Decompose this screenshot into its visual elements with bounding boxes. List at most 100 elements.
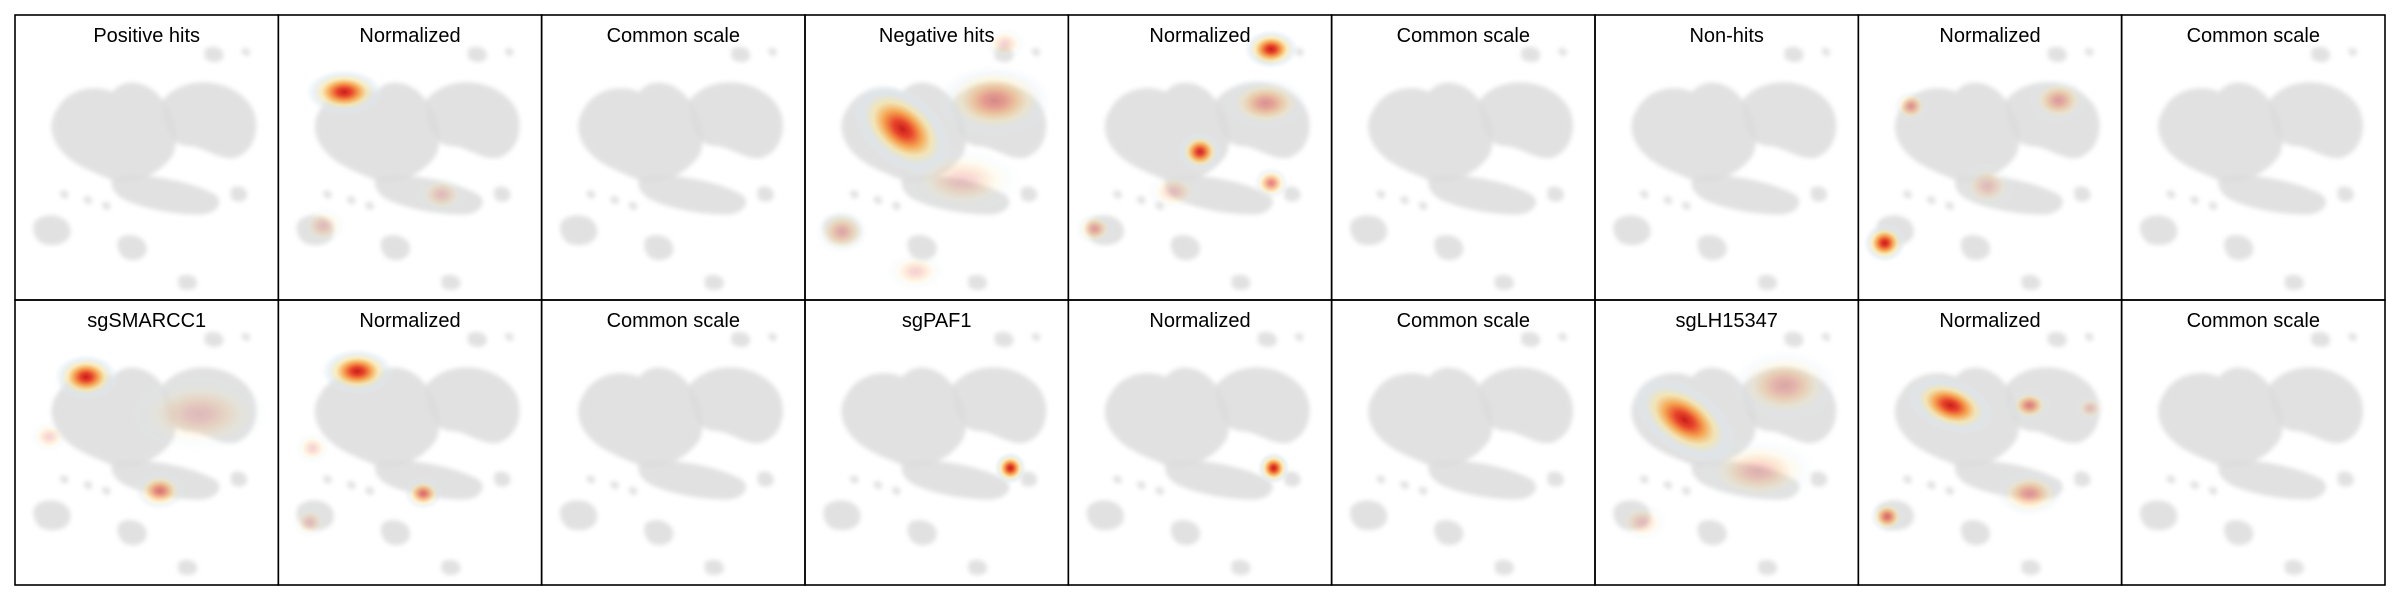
panel-title: Normalized: [1939, 25, 2040, 47]
embedding-cluster: [365, 202, 374, 210]
embedding-cluster: [1681, 202, 1691, 210]
embedding-cluster: [2074, 471, 2091, 487]
embedding-cluster: [1631, 82, 1757, 182]
embedding-cluster: [628, 487, 638, 495]
density-hotspot: [852, 82, 953, 176]
embedding-cluster: [2311, 46, 2331, 63]
embedding-cluster: [2158, 82, 2283, 182]
embedding-cluster: [504, 333, 514, 342]
heatmap-panel: Normalized: [1067, 299, 1333, 586]
embedding-cluster: [1349, 215, 1388, 246]
embedding-cluster: [1903, 475, 1912, 484]
embedding-cluster: [1903, 190, 1912, 199]
heatmap-panel: Positive hits: [14, 14, 280, 301]
embedding-cluster: [346, 196, 356, 205]
heatmap-panel: Normalized: [1857, 299, 2123, 586]
embedding-cluster: [849, 475, 859, 484]
embedding-cluster: [2348, 333, 2357, 342]
panel-title: Common scale: [2187, 25, 2320, 47]
density-hotspot: [1223, 77, 1308, 130]
embedding-cluster: [907, 520, 937, 546]
embedding-cluster: [891, 202, 901, 210]
embedding-cluster: [2021, 274, 2041, 290]
panel-title: Common scale: [1397, 25, 1530, 47]
embedding-cluster: [1494, 274, 1514, 290]
embedding-cluster: [757, 186, 774, 202]
density-hotspot: [1730, 349, 1839, 422]
embedding-cluster: [841, 367, 967, 467]
panel-title: Common scale: [2187, 310, 2320, 332]
embedding-cluster: [994, 331, 1014, 347]
embedding-cluster: [323, 190, 332, 199]
embedding-cluster: [2284, 274, 2304, 290]
embedding-cluster: [1113, 475, 1122, 484]
density-hotspot: [29, 420, 69, 454]
embedding-cluster: [1663, 196, 1673, 205]
embedding-cluster: [704, 274, 724, 290]
embedding-cluster: [1479, 82, 1573, 159]
embedding-cluster: [1547, 186, 1564, 202]
embedding-cluster: [425, 367, 520, 444]
heatmap-panel: Common scale: [2120, 14, 2386, 301]
embedding-cluster: [504, 48, 514, 57]
embedding-cluster: [1155, 487, 1164, 495]
density-hotspot: [1257, 451, 1291, 485]
embedding-cluster: [1697, 520, 1727, 546]
embedding-cluster: [1691, 175, 1800, 215]
embedding-cluster: [2047, 46, 2067, 63]
heatmap-panel: Common scale: [1330, 14, 1596, 301]
heatmap-panel: Common scale: [2120, 299, 2386, 586]
embedding-cluster: [768, 48, 777, 57]
embedding-cluster: [1521, 46, 1541, 63]
embedding-cluster: [689, 82, 783, 159]
embedding-cluster: [467, 331, 487, 347]
density-hotspot: [291, 505, 328, 539]
embedding-cluster: [241, 333, 251, 342]
embedding-cluster: [2190, 481, 2199, 490]
embedding-cluster: [1639, 190, 1649, 199]
embedding-cluster: [1784, 331, 1804, 347]
embedding-cluster: [891, 487, 901, 495]
embedding-cluster: [610, 196, 619, 205]
embedding-background: [1349, 46, 1573, 290]
density-hotspot: [994, 451, 1027, 485]
embedding-cluster: [873, 196, 883, 205]
embedding-cluster: [323, 475, 332, 484]
heatmap-panel: sgLH15347: [1594, 299, 1860, 586]
embedding-cluster: [2139, 500, 2178, 531]
embedding-cluster: [1810, 186, 1828, 202]
embedding-cluster: [1784, 46, 1804, 63]
embedding-cluster: [644, 235, 674, 261]
embedding-cluster: [1742, 82, 1837, 159]
embedding-cluster: [51, 82, 177, 182]
heatmap-panel: Normalized: [1067, 14, 1333, 301]
embedding-cluster: [644, 520, 674, 546]
embedding-cluster: [1136, 481, 1146, 490]
embedding-cluster: [1821, 48, 1831, 57]
embedding-cluster: [1821, 333, 1831, 342]
embedding-cluster: [1945, 202, 1954, 210]
embedding-cluster: [823, 500, 861, 531]
embedding-cluster: [204, 46, 224, 63]
embedding-cluster: [178, 559, 198, 576]
embedding-cluster: [1170, 235, 1200, 261]
embedding-cluster: [559, 215, 598, 246]
embedding-cluster: [33, 500, 71, 531]
embedding-cluster: [704, 559, 724, 576]
density-hotspot: [1995, 470, 2064, 517]
embedding-cluster: [1418, 202, 1428, 210]
density-hotspot: [1869, 500, 1906, 533]
density-hotspot: [2074, 395, 2106, 422]
embedding-cluster: [586, 475, 596, 484]
embedding-cluster: [1558, 333, 1567, 342]
embedding-cluster: [1945, 487, 1954, 495]
embedding-cluster: [1170, 520, 1200, 546]
density-hotspot: [2028, 77, 2089, 124]
panel-title: sgLH15347: [1676, 310, 1778, 332]
embedding-cluster: [586, 190, 596, 199]
embedding-cluster: [1926, 481, 1936, 490]
embedding-cluster: [59, 190, 69, 199]
embedding-cluster: [1960, 235, 1990, 261]
embedding-cluster: [1479, 367, 1573, 444]
panel-title: sgSMARCC1: [87, 310, 206, 332]
